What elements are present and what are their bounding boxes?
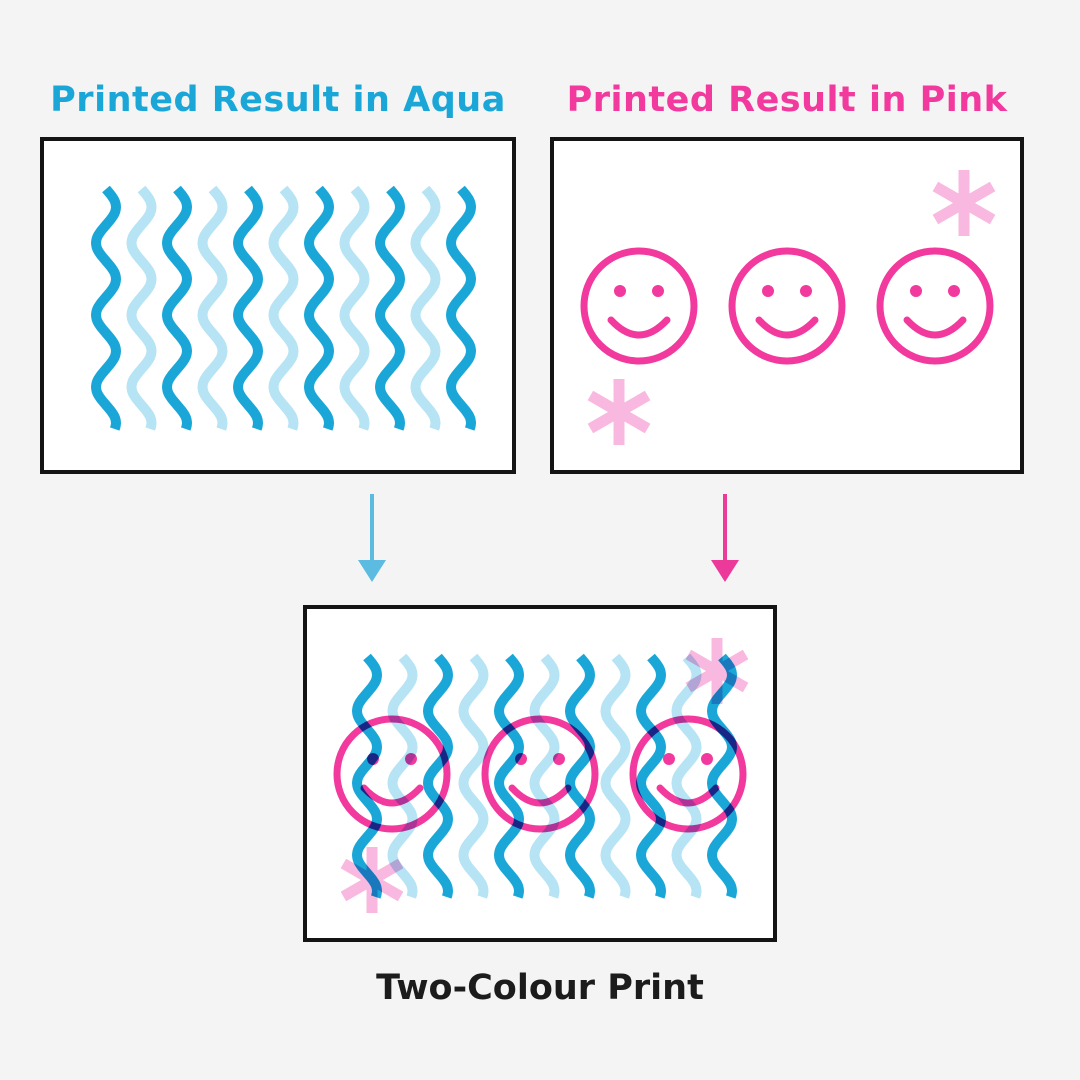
arrow-down-pink-icon — [711, 494, 739, 582]
wavy-line — [232, 185, 264, 431]
asterisk-icon — [587, 379, 651, 445]
wavy-line — [493, 653, 525, 899]
arrow-down-aqua-icon — [358, 494, 386, 582]
asterisk-icon — [685, 638, 749, 704]
wavy-line — [303, 185, 335, 431]
wavy-line — [410, 185, 441, 431]
two-colour-print-panel — [303, 605, 777, 942]
pink-heading: Printed Result in Pink — [566, 80, 1008, 120]
smiley-face-icon — [728, 247, 846, 365]
wavy-line — [635, 653, 667, 899]
smiley-face-icon — [629, 715, 747, 833]
aqua-print-panel — [40, 137, 516, 474]
wavy-line — [458, 653, 489, 899]
asterisk-icon — [340, 847, 404, 913]
wavy-line — [339, 185, 370, 431]
smiley-face-icon — [876, 247, 994, 365]
wavy-line — [197, 185, 228, 431]
wavy-line — [671, 653, 702, 899]
wavy-line — [268, 185, 299, 431]
wavy-line — [600, 653, 631, 899]
wavy-line — [126, 185, 157, 431]
wavy-line — [529, 653, 560, 899]
wavy-line — [374, 185, 406, 431]
asterisk-icon — [932, 170, 996, 236]
wavy-line — [445, 185, 477, 431]
smiley-face-icon — [481, 715, 599, 833]
aqua-heading: Printed Result in Aqua — [50, 80, 506, 120]
wavy-line — [90, 185, 122, 431]
smiley-face-icon — [333, 715, 451, 833]
wavy-line — [161, 185, 193, 431]
pink-print-panel — [550, 137, 1024, 474]
wavy-line — [422, 653, 454, 899]
wavy-line — [564, 653, 596, 899]
caption: Two-Colour Print — [376, 968, 704, 1008]
smiley-face-icon — [580, 247, 698, 365]
wavy-line — [387, 653, 418, 899]
wavy-line — [351, 653, 383, 899]
